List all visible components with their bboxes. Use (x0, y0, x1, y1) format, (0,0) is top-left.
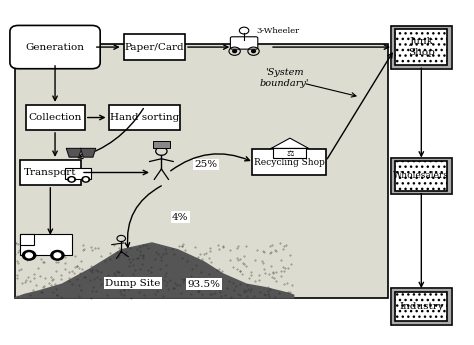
Circle shape (26, 253, 32, 258)
Bar (19, 160, 81, 185)
Bar (392, 289, 451, 324)
Polygon shape (81, 148, 96, 157)
Bar (124, 34, 185, 60)
Circle shape (51, 250, 64, 260)
Circle shape (54, 253, 61, 258)
Circle shape (233, 50, 237, 52)
Bar (391, 26, 452, 69)
Text: Industry: Industry (399, 302, 444, 311)
Bar (392, 26, 451, 68)
Circle shape (82, 177, 90, 182)
Bar (391, 288, 452, 325)
Bar (19, 234, 72, 255)
Text: 25%: 25% (195, 160, 218, 169)
Polygon shape (271, 138, 309, 148)
Bar (15, 44, 388, 298)
Bar (65, 168, 91, 179)
Text: Generation: Generation (26, 42, 84, 52)
Text: Wholesalers: Wholesalers (393, 171, 449, 180)
Polygon shape (66, 148, 82, 157)
Bar (153, 141, 170, 148)
Text: Junk
Shop: Junk Shop (408, 37, 435, 57)
Bar (395, 29, 447, 65)
Bar (26, 106, 84, 130)
Text: Hand sorting: Hand sorting (110, 113, 180, 122)
Circle shape (70, 178, 73, 181)
Text: Transport: Transport (24, 168, 77, 177)
Circle shape (84, 178, 88, 181)
Bar (109, 106, 180, 130)
Text: ⚖: ⚖ (286, 149, 294, 158)
Circle shape (22, 250, 36, 260)
Text: 'System
boundary': 'System boundary' (259, 68, 309, 88)
FancyBboxPatch shape (230, 37, 258, 49)
Bar (391, 158, 452, 194)
Text: 4%: 4% (172, 213, 189, 222)
Text: 93.5%: 93.5% (187, 280, 220, 289)
Polygon shape (15, 243, 294, 298)
FancyBboxPatch shape (10, 26, 100, 69)
Text: Recycling Shop: Recycling Shop (254, 158, 324, 167)
Bar (395, 161, 447, 190)
Bar (273, 148, 307, 158)
Bar (19, 234, 34, 245)
Text: Dump Site: Dump Site (105, 279, 161, 288)
Text: Paper/Card: Paper/Card (125, 42, 184, 52)
Bar (252, 149, 326, 175)
Circle shape (68, 177, 75, 182)
Circle shape (252, 50, 255, 52)
Text: 3-Wheeler: 3-Wheeler (256, 27, 299, 35)
Bar (395, 292, 447, 321)
Bar (392, 159, 451, 193)
Text: Collection: Collection (28, 113, 82, 122)
